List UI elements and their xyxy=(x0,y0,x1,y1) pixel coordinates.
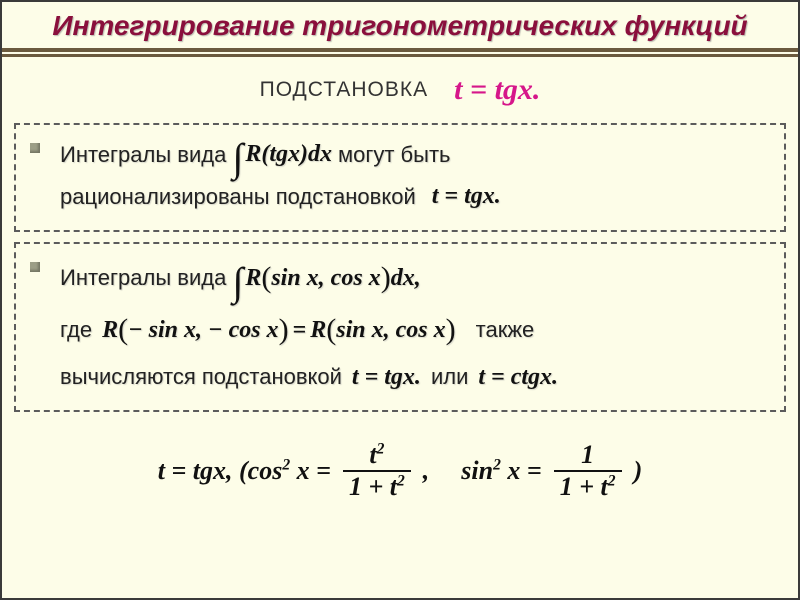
numerator: 1 xyxy=(575,440,600,470)
text: или xyxy=(431,359,468,394)
n1: t xyxy=(369,440,376,469)
text: также xyxy=(476,312,535,347)
n1e: 2 xyxy=(377,441,385,458)
fraction-1: t2 1 + t2 xyxy=(343,440,411,502)
neg-args: − sin x, − cos x xyxy=(128,311,278,349)
subtitle-row: ПОДСТАНОВКА t = tgx. xyxy=(2,57,798,117)
R: R xyxy=(102,311,118,349)
d1: 1 + t xyxy=(349,472,397,501)
bullet-icon xyxy=(30,262,40,272)
exp2: 2 xyxy=(493,456,501,473)
subtitle-formula: t = tgx. xyxy=(454,73,540,107)
box1-line1: Интегралы вида ∫ R(tgx)dx могут быть xyxy=(60,135,770,173)
box1-line2: рационализированы подстановкой t = tgx. xyxy=(60,177,770,215)
d1e: 2 xyxy=(397,472,405,489)
title-bar: Интегрирование тригонометрических функци… xyxy=(2,2,798,52)
text: где xyxy=(60,312,92,347)
fraction-2: 1 1 + t2 xyxy=(554,440,622,502)
t1: t = tgx, (cos xyxy=(158,456,283,485)
rule-box-2: Интегралы вида ∫ R(sin x, cos x) dx, где… xyxy=(14,242,786,412)
numerator: t2 xyxy=(363,440,390,470)
relation: R(− sin x, − cos x) = = R R(sin x, cos x… xyxy=(102,306,456,354)
slide-frame: Интегрирование тригонометрических функци… xyxy=(0,0,800,600)
page-title: Интегрирование тригонометрических функци… xyxy=(14,10,786,42)
bullet-icon xyxy=(30,143,40,153)
sin-part: sin2 x = xyxy=(461,456,541,486)
integrand: R(tgx)dx xyxy=(245,135,332,173)
box2-line1: Интегралы вида ∫ R(sin x, cos x) dx, xyxy=(60,254,770,302)
denominator: 1 + t2 xyxy=(554,472,622,502)
substitution-2: t = ctgx. xyxy=(478,358,558,396)
pos-args: sin x, cos x xyxy=(336,311,445,349)
integral-formula: ∫ R(tgx)dx xyxy=(232,135,332,173)
substitution: t = tgx. xyxy=(432,177,501,215)
lead: t = tgx, (cos2 x = xyxy=(158,456,331,486)
integral-formula: ∫ R(sin x, cos x) dx, xyxy=(232,254,420,302)
exp1: 2 xyxy=(282,456,290,473)
comma: , xyxy=(423,456,430,486)
text: Интегралы вида xyxy=(60,260,226,295)
text: рационализированы подстановкой xyxy=(60,179,416,214)
subtitle-label: ПОДСТАНОВКА xyxy=(260,78,429,102)
denominator: 1 + t2 xyxy=(343,472,411,502)
d2e: 2 xyxy=(608,472,616,489)
text: вычисляются подстановкой xyxy=(60,359,342,394)
xeq2: x = xyxy=(501,456,542,485)
d2: 1 + t xyxy=(560,472,608,501)
text: могут быть xyxy=(338,137,451,172)
substitution-1: t = tgx. xyxy=(352,358,421,396)
dx: dx, xyxy=(391,259,421,297)
sin: sin xyxy=(461,456,493,485)
box2-line2: где R(− sin x, − cos x) = = R R(sin x, c… xyxy=(60,306,770,354)
close-paren: ) xyxy=(634,456,643,486)
final-formula: t = tgx, (cos2 x = t2 1 + t2 , sin2 x = … xyxy=(2,440,798,502)
box2-line3: вычисляются подстановкой t = tgx. или t … xyxy=(60,358,770,396)
text: Интегралы вида xyxy=(60,137,226,172)
args: sin x, cos x xyxy=(271,259,380,297)
xeq1: x = xyxy=(290,456,331,485)
rule-box-1: Интегралы вида ∫ R(tgx)dx могут быть рац… xyxy=(14,123,786,232)
